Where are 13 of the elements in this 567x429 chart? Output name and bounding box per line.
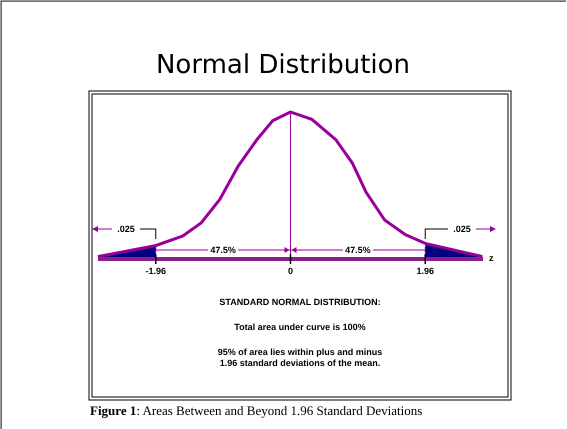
- x-tick-label: -1.96: [145, 266, 166, 276]
- chart-title: Normal Distribution: [156, 50, 410, 80]
- x-tick-label: 0: [288, 266, 294, 276]
- annotation: 47.5%: [345, 245, 371, 255]
- x-axis-title: z: [489, 253, 494, 263]
- text: STANDARD NORMAL DISTRIBUTION:: [219, 297, 381, 307]
- text: 95% of area lies within plus and minus 1.96 standard deviations of the mean.: [218, 347, 382, 368]
- x-tick-label: 1.96: [416, 266, 434, 276]
- annotation: .025: [453, 224, 471, 234]
- annotation: 47.5%: [210, 245, 236, 255]
- text: Total area under curve is 100%: [234, 322, 366, 332]
- annotation: .025: [117, 224, 135, 234]
- caption: Figure 1: Areas Between and Beyond 1.96 Standard Deviations: [90, 403, 422, 418]
